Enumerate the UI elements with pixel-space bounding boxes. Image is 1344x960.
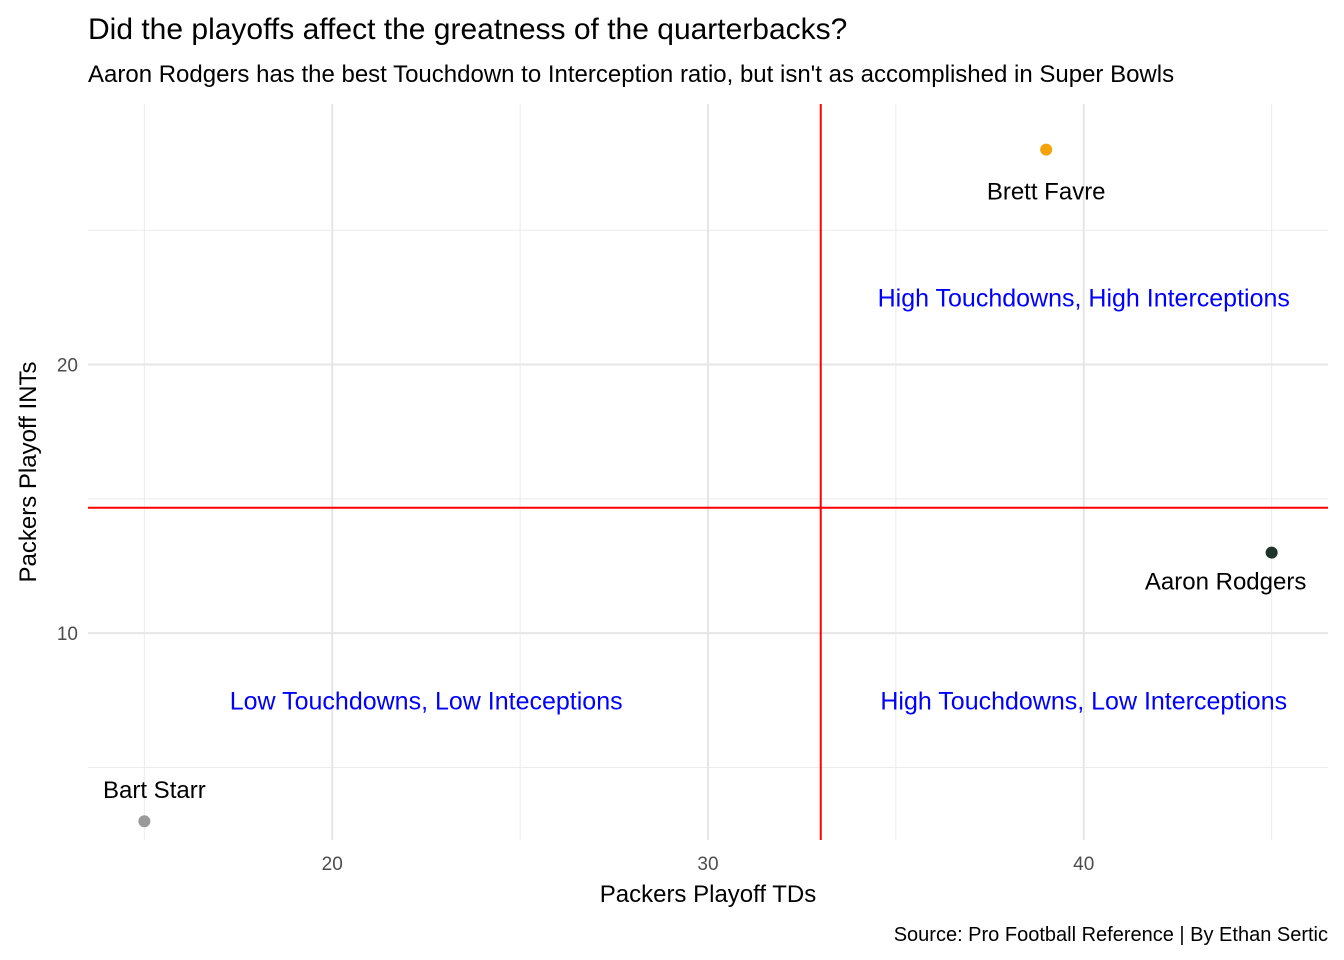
y-axis-ticks: 10 20	[57, 356, 78, 646]
chart-caption: Source: Pro Football Reference | By Etha…	[894, 924, 1328, 946]
major-gridlines	[88, 104, 1328, 840]
point-label: Bart Starr	[103, 777, 206, 804]
quadrant-label: Low Touchdowns, Low Inteceptions	[230, 687, 623, 715]
chart-title: Did the playoffs affect the greatness of…	[88, 13, 847, 46]
x-tick-label: 30	[697, 854, 718, 875]
data-point	[1265, 546, 1278, 559]
y-tick-label: 10	[57, 624, 78, 645]
point-label: Aaron Rodgers	[1145, 569, 1306, 596]
quadrant-label: High Touchdowns, Low Interceptions	[880, 687, 1287, 715]
chart-subtitle: Aaron Rodgers has the best Touchdown to …	[88, 61, 1174, 88]
data-point	[138, 815, 151, 828]
x-axis-ticks: 20 30 40	[322, 854, 1095, 875]
x-tick-label: 40	[1073, 854, 1094, 875]
y-tick-label: 20	[57, 356, 78, 377]
quadrant-label: High Touchdowns, High Interceptions	[878, 284, 1290, 312]
reference-lines	[88, 104, 1328, 840]
quadrant-labels: High Touchdowns, High Interceptions Low T…	[230, 284, 1290, 715]
x-tick-label: 20	[322, 854, 343, 875]
point-label: Brett Favre	[987, 179, 1106, 206]
data-point	[1040, 143, 1053, 156]
point-labels: Brett Favre Aaron Rodgers Bart Starr	[103, 179, 1306, 805]
data-points	[138, 143, 1278, 828]
y-axis-title: Packers Playoff INTs	[15, 362, 42, 583]
x-axis-title: Packers Playoff TDs	[600, 881, 817, 908]
